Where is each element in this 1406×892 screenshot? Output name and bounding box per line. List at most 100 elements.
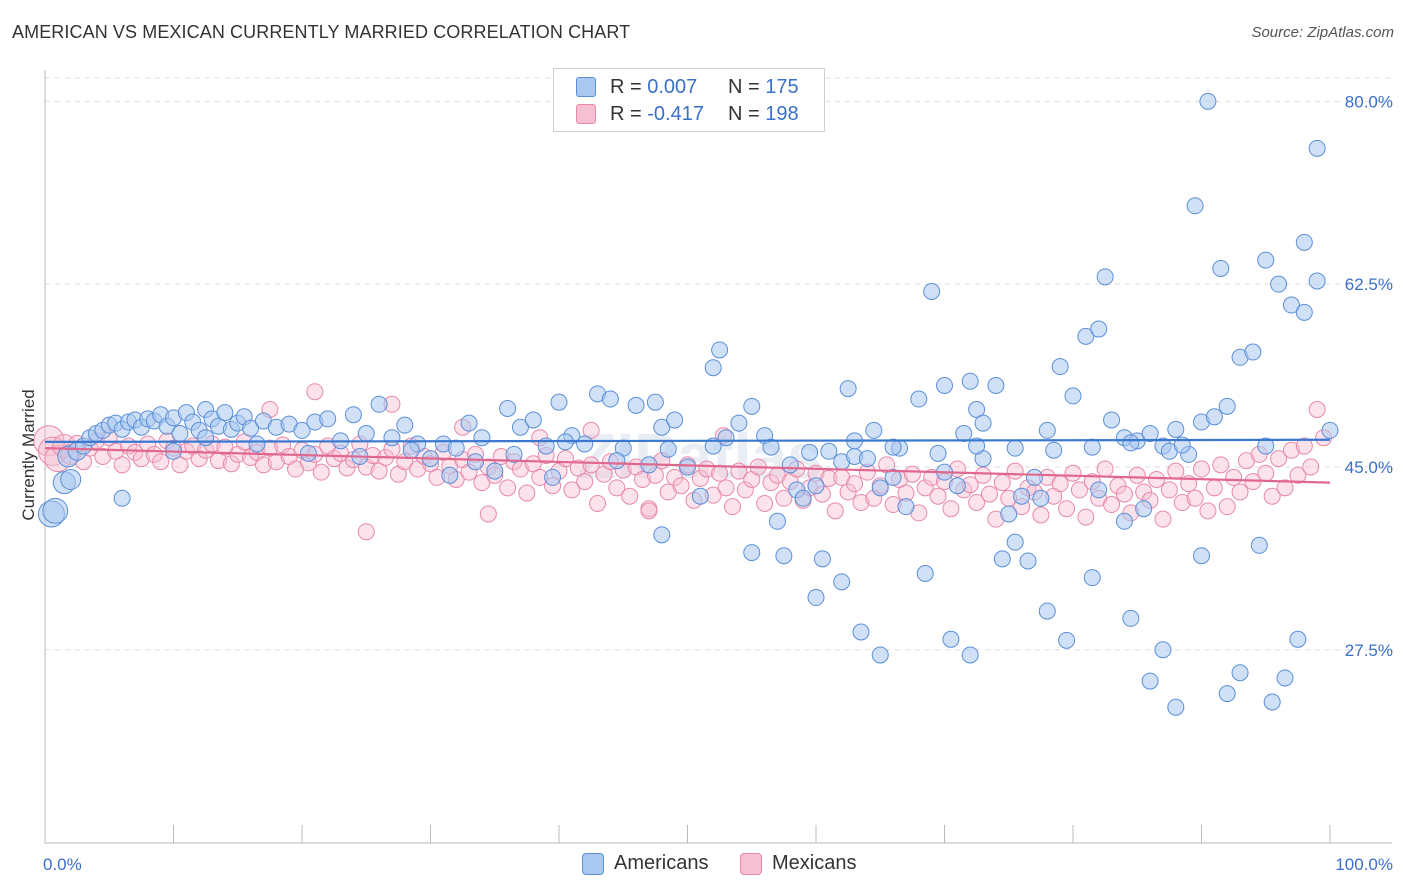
american-point [974, 414, 992, 432]
mexican-point [640, 502, 658, 520]
american-point [1025, 468, 1043, 486]
american-point [936, 376, 953, 394]
american-point [1045, 441, 1063, 459]
american-point [505, 445, 523, 463]
mexican-point [126, 443, 144, 461]
y-tick-label: 80.0% [1345, 92, 1393, 111]
mexican-point [1263, 487, 1281, 505]
american-point [942, 630, 960, 648]
american-point [968, 437, 986, 455]
american-point [775, 547, 793, 565]
american-point [1244, 343, 1262, 361]
american-point [473, 429, 491, 447]
american-point [402, 441, 420, 459]
mexican-point [942, 500, 960, 518]
mexican-point [736, 481, 754, 499]
mexican-point [1135, 483, 1153, 501]
american-point [916, 564, 934, 582]
mexican-point [1051, 475, 1069, 493]
mexican-point [756, 495, 774, 513]
american-r-label: R = [610, 75, 642, 98]
american-point [1321, 421, 1339, 439]
american-point [1205, 408, 1223, 426]
american-point [987, 376, 1005, 394]
mexican-point [1103, 496, 1121, 514]
legend-item-mexicans[interactable]: Mexicans [740, 852, 856, 875]
american-point [1141, 672, 1159, 690]
american-point [1096, 268, 1114, 286]
american-point [955, 425, 973, 443]
american-point [1006, 439, 1024, 457]
american-point [319, 410, 337, 428]
mexican-point [1096, 460, 1114, 478]
american-point [646, 393, 664, 411]
mexican-point [1276, 479, 1294, 497]
mexican-point [569, 459, 587, 477]
mexican-n-value: 198 [765, 102, 799, 125]
mexican-point [113, 456, 131, 474]
mexican-point [775, 489, 793, 507]
american-point [948, 477, 966, 495]
y-tick-label: 62.5% [1345, 275, 1393, 294]
axis-layer: 27.5% 45.0% 62.5% 80.0% 0.0% 100.0% [43, 70, 1393, 874]
american-point [897, 498, 915, 516]
american-point [993, 550, 1011, 568]
mexican-point [216, 438, 234, 456]
american-point [1295, 303, 1313, 321]
american-point [550, 393, 568, 411]
american-point [961, 646, 979, 664]
american-point [544, 468, 562, 486]
mexican-point [576, 473, 594, 491]
american-point [1083, 569, 1101, 587]
american-point [1257, 251, 1275, 269]
mexican-point [1199, 502, 1217, 520]
mexican-point [499, 479, 517, 497]
mexican-point [1270, 450, 1288, 468]
legend-item-americans[interactable]: Americans [582, 852, 708, 875]
mexican-point [190, 450, 208, 468]
american-point [344, 406, 362, 424]
mexican-point [254, 456, 272, 474]
american-point [524, 411, 542, 429]
mexican-point [518, 484, 536, 502]
american-point [704, 437, 722, 455]
american-point [1122, 434, 1140, 452]
american-point [768, 512, 786, 530]
mexican-point [306, 383, 324, 401]
mexican-point [1077, 508, 1095, 526]
american-point [1270, 275, 1288, 293]
american-point [1308, 272, 1326, 290]
americans-label: Americans [614, 852, 709, 874]
mexican-point [846, 475, 864, 493]
mexican-point [473, 474, 491, 492]
american-points [37, 92, 1339, 716]
american-point [839, 380, 857, 398]
american-point [1103, 411, 1121, 429]
american-point [1212, 259, 1230, 277]
mexican-point [1154, 510, 1172, 528]
american-point [968, 400, 986, 418]
american-point [762, 438, 780, 456]
american-n-label: N = [728, 75, 760, 98]
mexican-point [1032, 506, 1050, 524]
american-point [1199, 92, 1217, 110]
mexican-point [1282, 441, 1300, 459]
mexican-point [357, 523, 375, 541]
mexican-point [826, 502, 844, 520]
american-point [1231, 664, 1249, 682]
american-point [910, 390, 928, 408]
american-point [242, 419, 260, 437]
mexican-point [1212, 456, 1230, 474]
mexican-point [968, 493, 986, 511]
american-point [711, 341, 729, 359]
american-point [248, 435, 266, 453]
american-point [1276, 669, 1294, 687]
american-point [447, 439, 465, 457]
american-point [1006, 533, 1024, 551]
mexican-point [672, 477, 690, 495]
american-point [1135, 500, 1153, 518]
mexican-point [1128, 466, 1146, 484]
mexican-point [152, 453, 170, 471]
american-point [1115, 512, 1133, 530]
